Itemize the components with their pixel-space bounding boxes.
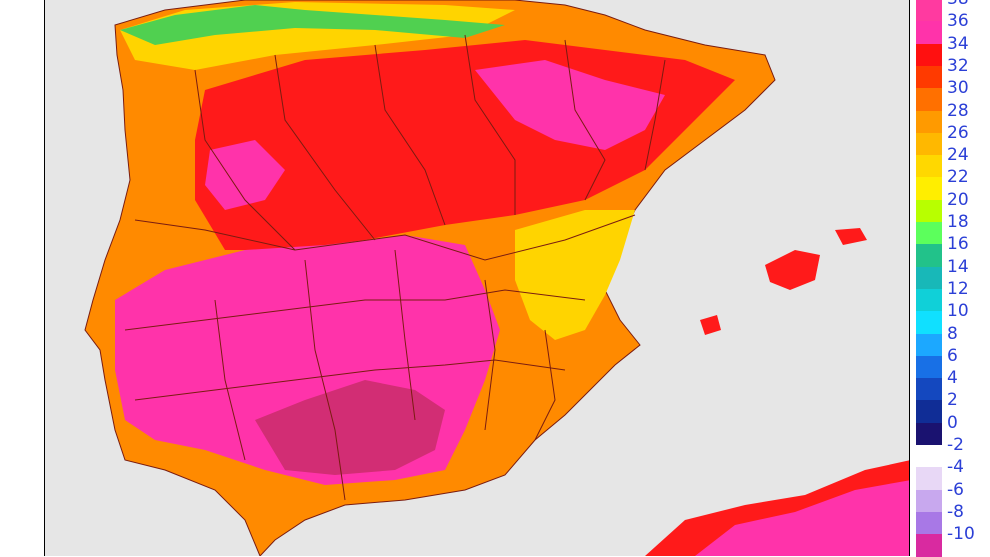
legend-swatch (916, 199, 942, 223)
menorca-island (835, 228, 867, 245)
legend-tick-label: 18 (947, 212, 969, 232)
legend-tick-label: 28 (947, 100, 969, 121)
legend-swatch (916, 511, 942, 535)
legend-swatch (916, 400, 942, 424)
legend-tick-label: 32 (947, 55, 969, 76)
legend-swatch (916, 422, 942, 446)
legend-tick-label: 20 (947, 189, 969, 210)
province-borders (124, 34, 666, 501)
africa-hot-zone (695, 480, 909, 556)
legend-swatch (916, 266, 942, 290)
legend-tick-label: -6 (947, 479, 964, 500)
legend-tick-label: 8 (947, 323, 958, 344)
temperature-map (44, 0, 910, 556)
legend-tick-label: -10 (947, 524, 975, 545)
legend-swatch (916, 244, 942, 268)
legend-swatch (916, 21, 942, 45)
legend-tick-label: 0 (947, 412, 958, 433)
hot-region (195, 40, 735, 250)
legend-swatch (916, 177, 942, 201)
cool-east-coast (515, 210, 635, 340)
legend-tick-label: -4 (947, 457, 964, 478)
legend-tick-label: 6 (947, 345, 958, 366)
legend-tick-label: 36 (947, 11, 969, 32)
legend-swatch (916, 378, 942, 401)
legend-tick-label: 4 (947, 368, 958, 389)
north-hot-patch (475, 60, 665, 150)
legend-tick-label: 26 (947, 122, 969, 143)
legend-swatch (916, 222, 942, 245)
legend-tick-label: 30 (947, 78, 969, 99)
legend-swatch (916, 110, 942, 134)
ibiza-island (700, 315, 721, 335)
legend-tick-label: -8 (947, 501, 964, 522)
legend-swatch (916, 445, 942, 468)
legend-swatch (916, 65, 942, 89)
legend-swatch (916, 333, 942, 357)
north-hot-patch-west (205, 140, 285, 210)
legend-tick-label: 24 (947, 145, 969, 166)
legend-tick-label: 34 (947, 33, 969, 54)
legend-swatch (916, 155, 942, 178)
green-north-coast (120, 5, 505, 45)
legend-swatch (916, 88, 942, 111)
temperature-legend: 38363432302826242220181614121086420-2-4-… (914, 0, 990, 557)
legend-tick-label: 12 (947, 278, 969, 299)
iberia-map-svg (84, 0, 909, 556)
legend-tick-label: 2 (947, 390, 958, 411)
legend-swatch (916, 132, 942, 156)
legend-swatch (916, 288, 942, 312)
legend-swatch (916, 355, 942, 379)
legend-swatch (916, 489, 942, 513)
legend-tick-label: 16 (947, 234, 969, 255)
legend-swatch (916, 467, 942, 491)
legend-tick-label: 14 (947, 256, 969, 277)
legend-swatch (916, 0, 942, 22)
legend-swatch (916, 43, 942, 67)
legend-swatch (916, 311, 942, 334)
legend-tick-label: 10 (947, 301, 969, 322)
legend-swatch (916, 534, 942, 557)
legend-tick-label: -2 (947, 435, 964, 455)
legend-tick-label: 22 (947, 167, 969, 188)
mallorca-island (765, 250, 820, 290)
hottest-region (255, 380, 445, 475)
legend-tick-label: 38 (947, 0, 969, 8)
